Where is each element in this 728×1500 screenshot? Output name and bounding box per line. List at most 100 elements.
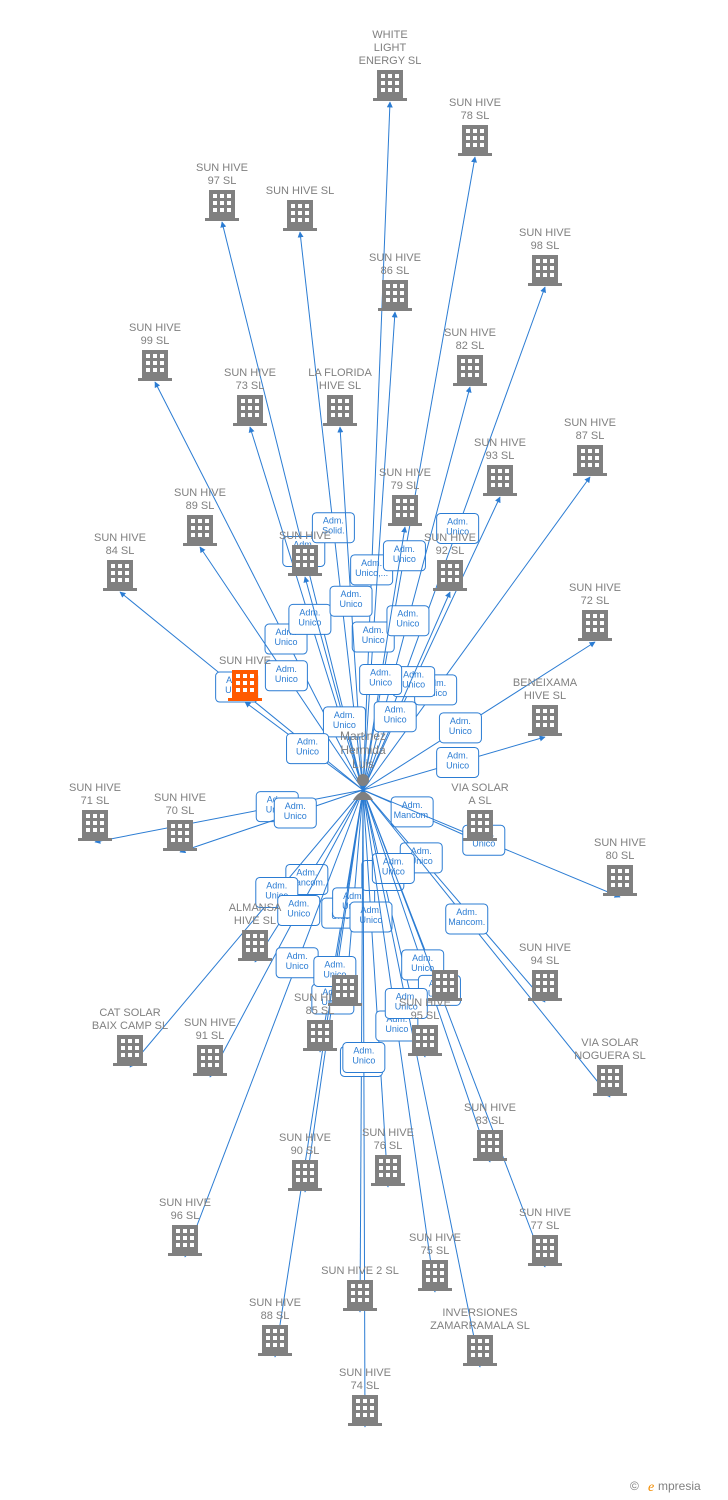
edge-label-text: Adm. (324, 959, 345, 969)
building-icon (328, 975, 362, 1006)
edge-label-text: Adm. (296, 867, 317, 877)
building-icon (303, 1020, 337, 1051)
edge-label-text: Adm. (447, 516, 468, 526)
node-label: 92 SL (436, 545, 465, 557)
building-icon (205, 190, 239, 221)
building-icon (193, 1045, 227, 1076)
node-label: 93 SL (486, 450, 515, 462)
edge-label-text: Unico (340, 599, 363, 609)
node-label: LIGHT (374, 42, 407, 54)
node-label: SUN HIVE (369, 252, 421, 264)
building-icon (528, 705, 562, 736)
node-label: SUN HIVE (94, 532, 146, 544)
edge-label-text: Adm. (323, 516, 344, 526)
node-label: 99 SL (141, 335, 170, 347)
building-icon (453, 355, 487, 386)
building-icon (138, 350, 172, 381)
edge-label-text: Adm. (341, 589, 362, 599)
building-icon (288, 545, 322, 576)
node-label: BENEIXAMA (513, 677, 578, 689)
building-icon (323, 395, 357, 426)
node-label: WHITE (372, 29, 407, 41)
building-icon (228, 670, 262, 701)
node-label: 79 SL (391, 480, 420, 492)
edge-label-text: Mancom. (448, 917, 485, 927)
node-label: 85 SL (306, 1005, 335, 1017)
edge (222, 222, 363, 790)
building-icon (348, 1395, 382, 1426)
building-icon (433, 560, 467, 591)
node-label: 78 SL (461, 110, 490, 122)
node-label: SUN HIVE SL (266, 185, 334, 197)
edge-label-text: Unico (275, 674, 298, 684)
node-label: SUN HIVE (279, 530, 331, 542)
node-label: HIVE SL (234, 915, 276, 927)
node-label: SUN HIVE (196, 162, 248, 174)
building-icon (528, 970, 562, 1001)
building-icon (233, 395, 267, 426)
node-label: 84 SL (106, 545, 135, 557)
node-label: 88 SL (261, 1310, 290, 1322)
node-label: SUN HIVE (594, 837, 646, 849)
node-label: SUN HIVE (474, 437, 526, 449)
center-label: Martinez (340, 729, 386, 743)
edge-label-text: Adm. (353, 1046, 374, 1056)
node-label: SUN HIVE (362, 1127, 414, 1139)
node-label: 94 SL (531, 955, 560, 967)
node-label: 89 SL (186, 500, 215, 512)
edge-label-text: Adm. (402, 800, 423, 810)
edge-label-text: Adm. (397, 609, 418, 619)
edge-label-text: Mancom. (394, 810, 431, 820)
edge-label-text: Adm. (299, 607, 320, 617)
node-label: SUN HIVE 2 SL (321, 1265, 399, 1277)
node-label: 72 SL (581, 595, 610, 607)
node-label: SUN HIVE (449, 97, 501, 109)
edge-label-text: Adm. (385, 705, 406, 715)
edge-label-text: Adm. (450, 716, 471, 726)
edge-label-text: Unico (296, 747, 319, 757)
building-icon (483, 465, 517, 496)
building-icon (573, 445, 607, 476)
edge-label-text: Adm. (411, 846, 432, 856)
building-icon (418, 1260, 452, 1291)
edge-label-text: Unico (393, 554, 416, 564)
node-label: 96 SL (171, 1210, 200, 1222)
building-icon (168, 1225, 202, 1256)
node-label: SUN HIVE (69, 782, 121, 794)
node-label: NOGUERA SL (574, 1050, 646, 1062)
node-label: SUN HIVE (224, 367, 276, 379)
building-icon (378, 280, 412, 311)
edge-label-text: Unico (362, 635, 385, 645)
edge-label-text: Unico (402, 680, 425, 690)
edge-label-text: Adm. (297, 737, 318, 747)
edge-label-text: Adm. (285, 801, 306, 811)
building-icon (371, 1155, 405, 1186)
building-icon (388, 495, 422, 526)
node-label: 76 SL (374, 1140, 403, 1152)
building-icon (458, 125, 492, 156)
edge (210, 790, 363, 1077)
credit: ©empresia (630, 1479, 701, 1495)
node-label: SUN HIVE (519, 1207, 571, 1219)
edge-label-text: Unico (287, 909, 310, 919)
node-label: 83 SL (476, 1115, 505, 1127)
node-label: SUN HIVE (184, 1017, 236, 1029)
node-label: SUN HIVE (519, 227, 571, 239)
node-label: CAT SOLAR (99, 1007, 160, 1019)
node-label: 97 SL (208, 175, 237, 187)
node-label: 71 SL (81, 795, 110, 807)
node-label: ALMANSA (229, 902, 282, 914)
node-label: SUN HIVE (464, 1102, 516, 1114)
node-label: SUN HIVE (569, 582, 621, 594)
edge-label-text: Adm. (412, 953, 433, 963)
building-icon (258, 1325, 292, 1356)
edge-label-text: Adm. (287, 951, 308, 961)
node-label: 74 SL (351, 1380, 380, 1392)
node-label: 77 SL (531, 1220, 560, 1232)
building-icon (408, 1025, 442, 1056)
node-label: SUN HIVE (159, 1197, 211, 1209)
building-icon (603, 865, 637, 896)
edge-label-text: Adm. (394, 544, 415, 554)
node-label: SUN HIVE (424, 532, 476, 544)
edge-label-text: Adm. (361, 558, 382, 568)
